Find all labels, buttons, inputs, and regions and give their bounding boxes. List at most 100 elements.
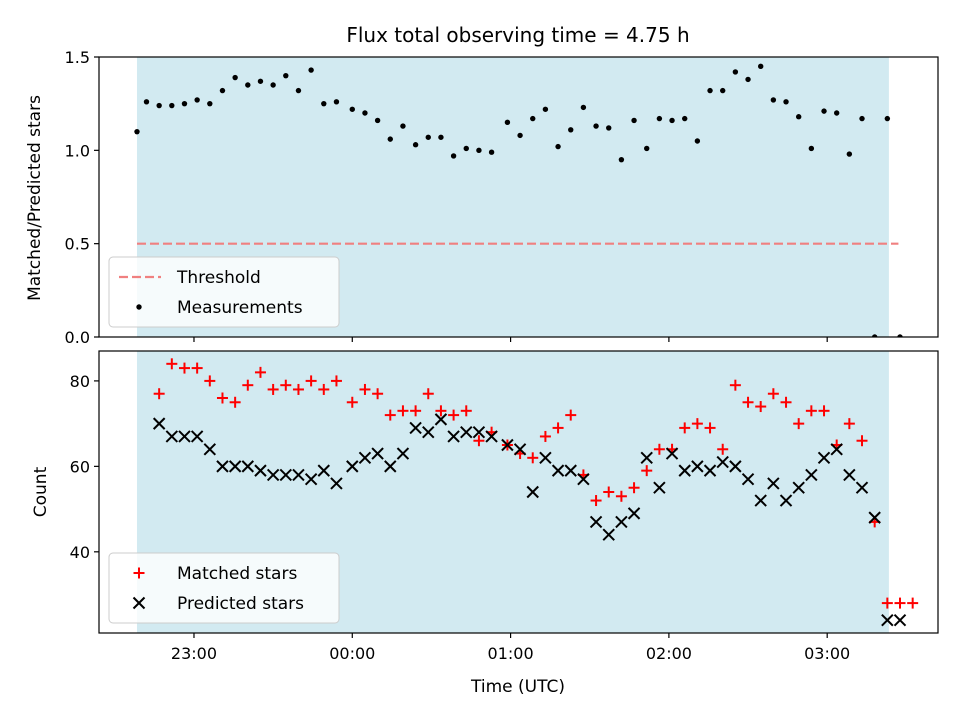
predicted-stars-point	[741, 472, 755, 486]
predicted-stars-point	[178, 430, 191, 443]
matched-stars-point	[704, 422, 716, 434]
measurement-point	[593, 123, 599, 129]
predicted-stars-point	[551, 464, 565, 477]
predicted-stars-point	[396, 447, 410, 460]
measurement-point	[846, 151, 853, 157]
matched-stars-point	[881, 597, 893, 609]
legend-label: Threshold	[176, 268, 261, 288]
predicted-stars-point	[472, 425, 486, 439]
predicted-stars-point	[317, 464, 330, 477]
measurement-point	[821, 108, 827, 114]
matched-stars-point	[742, 396, 754, 408]
predicted-stars-point	[384, 460, 397, 473]
measurement-point	[859, 115, 865, 122]
measurement-point	[438, 134, 444, 140]
predicted-stars-point	[539, 451, 552, 465]
predicted-stars-point	[855, 481, 869, 494]
matched-stars-point	[615, 490, 627, 502]
measurement-point	[884, 115, 891, 122]
legend-label: Predicted stars	[177, 594, 304, 614]
measurement-point	[555, 143, 561, 150]
matched-stars-point	[691, 418, 703, 430]
matched-stars-point	[178, 362, 190, 374]
predicted-stars-point	[358, 451, 372, 465]
x-tick-label: 01:00	[488, 644, 534, 663]
legend-box	[108, 256, 340, 328]
matched-stars-point	[216, 392, 228, 404]
matched-stars-point	[292, 383, 304, 395]
matched-stars-point	[679, 422, 691, 434]
y-tick-label: 1.5	[65, 48, 90, 67]
matched-stars-point	[460, 405, 472, 417]
predicted-stars-point	[422, 425, 435, 439]
predicted-stars-point	[279, 468, 293, 482]
matched-stars-point	[318, 383, 330, 395]
predicted-stars-point	[665, 447, 679, 460]
measurement-point	[504, 119, 511, 126]
measurement-point	[463, 145, 469, 152]
matched-stars-point	[204, 375, 216, 387]
predicted-stars-point	[817, 451, 831, 465]
predicted-stars-point	[152, 417, 166, 430]
predicted-stars-point	[577, 472, 590, 486]
matched-stars-point	[729, 379, 741, 391]
predicted-stars-point	[409, 421, 422, 435]
matched-stars-point	[267, 383, 279, 395]
x-axis-label: Time (UTC)	[470, 677, 565, 697]
measurement-point	[400, 123, 406, 129]
predicted-stars-point	[241, 460, 255, 473]
matched-stars-point	[590, 495, 602, 507]
predicted-stars-point	[513, 443, 527, 456]
matched-stars-point	[907, 597, 919, 609]
measurement-point	[321, 100, 327, 107]
measurement-point	[450, 153, 457, 159]
measurement-point	[656, 115, 663, 122]
x-tick-label: 00:00	[329, 644, 375, 663]
measurement-point	[362, 110, 368, 116]
measurement-point	[425, 134, 431, 140]
measurement-point	[257, 78, 264, 84]
measurement-point	[568, 127, 574, 133]
predicted-stars-point	[216, 460, 229, 473]
measurement-point	[136, 304, 142, 310]
measurement-point	[770, 97, 777, 103]
measurement-point	[606, 125, 612, 131]
predicted-stars-point	[830, 443, 843, 456]
y-tick-label: 40	[70, 543, 90, 562]
measurement-point	[783, 99, 789, 105]
measurement-point	[476, 147, 482, 154]
matched-stars-point	[397, 405, 409, 417]
matched-stars-point	[818, 405, 830, 417]
matched-stars-point	[280, 379, 292, 391]
matched-stars-point	[305, 375, 317, 387]
predicted-stars-point	[893, 613, 907, 627]
matched-stars-point	[133, 567, 145, 579]
top-y-axis-label: Matched/Predicted stars	[25, 95, 45, 301]
predicted-stars-point	[843, 468, 856, 482]
measurement-point	[295, 87, 302, 94]
predicted-stars-point	[615, 515, 628, 529]
measurement-point	[412, 142, 419, 148]
measurement-point	[387, 136, 393, 142]
matched-stars-point	[448, 409, 460, 421]
predicted-stars-point	[346, 460, 359, 473]
x-tick-label: 02:00	[646, 644, 692, 663]
matched-stars-point	[242, 379, 254, 391]
predicted-stars-point	[767, 477, 780, 490]
measurement-point	[795, 114, 802, 120]
measurement-point	[707, 87, 713, 94]
matched-stars-point	[229, 396, 241, 408]
measurement-point	[219, 87, 226, 94]
measurement-point	[156, 102, 162, 109]
y-tick-label: 60	[70, 457, 90, 476]
y-tick-label: 80	[70, 372, 90, 391]
predicted-stars-point	[868, 511, 881, 524]
predicted-stars-point	[792, 481, 805, 494]
matched-stars-point	[628, 482, 640, 494]
matched-stars-point	[384, 409, 396, 421]
matched-stars-point	[755, 401, 767, 413]
predicted-stars-point	[640, 451, 653, 465]
predicted-stars-point	[371, 447, 384, 460]
legend: Threshold Measurements	[108, 256, 340, 328]
predicted-stars-point	[754, 494, 767, 507]
